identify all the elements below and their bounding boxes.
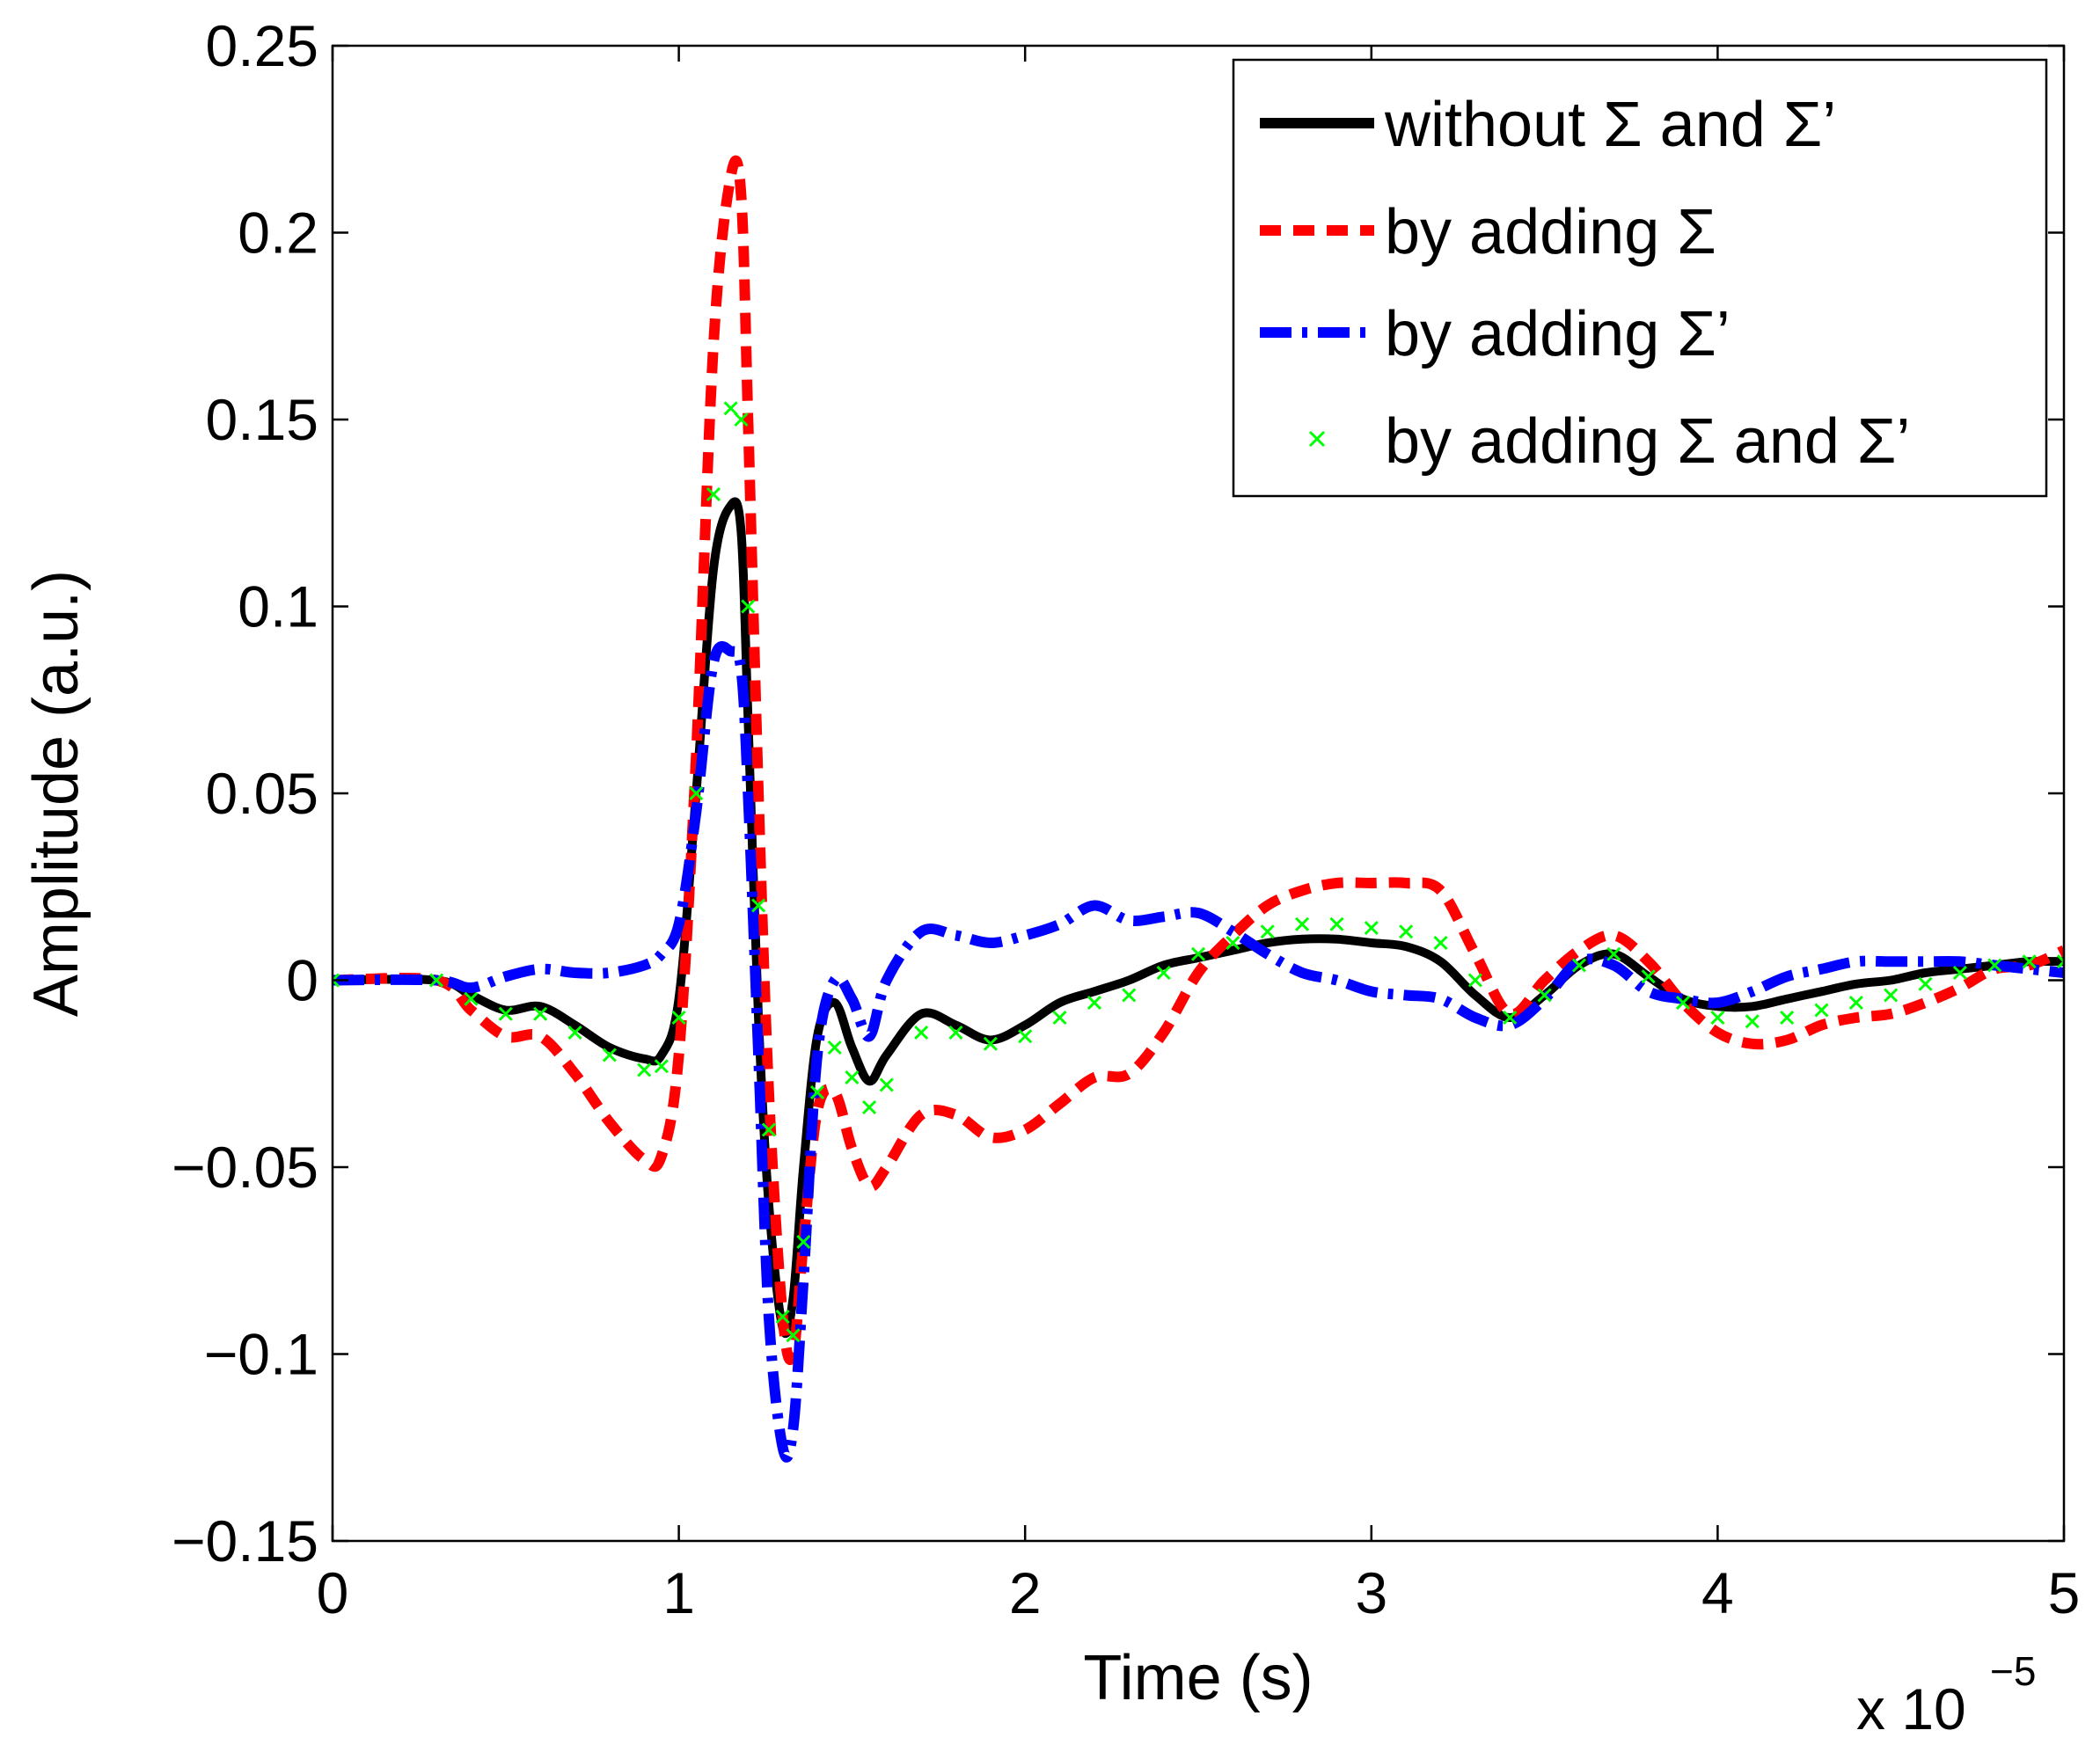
- series-3-by-adding-and-marker-33: [1190, 946, 1206, 961]
- series-3-by-adding-and-marker-51: [1814, 1003, 1829, 1018]
- series-3-by-adding-and-marker-14: [741, 599, 756, 614]
- series-3-by-adding-and-marker-46: [1641, 969, 1656, 984]
- y-tick-label-0: −0.15: [172, 1508, 318, 1573]
- legend-marker-both: [1308, 430, 1326, 448]
- series-3-by-adding-and-marker-26: [948, 1025, 963, 1040]
- ticks-layer: 0 1 2 3 4 5 −0.15 −0.1 −0.05 0 0.05 0.1 0.15 0.2 0.25: [172, 13, 2080, 1625]
- series-3-by-adding-and-marker-47: [1675, 995, 1691, 1011]
- x-tick-label-4: 4: [1701, 1560, 1734, 1625]
- x-axis-title: Time (s): [1083, 1643, 1313, 1713]
- series-3-by-adding-and-marker-12: [723, 401, 738, 416]
- series-3-by-adding-and-marker-53: [1884, 988, 1899, 1003]
- series-3-by-adding-and-marker-7: [637, 1062, 652, 1077]
- x-exponent-power: −5: [1990, 1648, 2036, 1694]
- series-3-by-adding-and-marker-52: [1848, 995, 1863, 1011]
- series-3-by-adding-and-marker-25: [914, 1025, 929, 1040]
- series-3-by-adding-and-marker-41: [1467, 973, 1482, 988]
- series-3-by-adding-and-marker-18: [786, 1328, 801, 1343]
- series-3-by-adding-and-marker-4: [533, 1006, 548, 1021]
- series-3-by-adding-and-marker-35: [1260, 924, 1275, 939]
- series-3-by-adding-and-marker-39: [1399, 924, 1414, 939]
- y-tick-label-6: 0.15: [206, 387, 318, 452]
- y-tick-label-4: 0.05: [206, 761, 318, 826]
- series-3-by-adding-and-marker-6: [602, 1048, 617, 1062]
- series-3-by-adding-and-marker-29: [1052, 1010, 1067, 1026]
- x-tick-label-1: 1: [662, 1560, 695, 1625]
- series-3-by-adding-and-marker-56: [1987, 958, 2002, 973]
- x-tick-label-2: 2: [1009, 1560, 1042, 1625]
- series-3-by-adding-and-marker-1: [429, 973, 444, 988]
- y-tick-label-2: −0.05: [172, 1135, 318, 1200]
- legend-label-both: by adding Σ and Σ’: [1385, 406, 1910, 477]
- series-3-by-adding-and-marker-43: [1537, 988, 1552, 1003]
- legend-box: [1232, 58, 2048, 498]
- x-tick-label-0: 0: [317, 1560, 349, 1625]
- series-3-by-adding-and-marker-50: [1780, 1010, 1795, 1026]
- series-3-by-adding-and-marker-11: [706, 486, 721, 502]
- series-3-by-adding-and-marker-45: [1606, 946, 1621, 961]
- series-3-by-adding-and-marker-13: [734, 412, 749, 427]
- series-3-by-adding-and-marker-58: [2056, 954, 2064, 969]
- series-3-by-adding-and-marker-10: [689, 785, 704, 801]
- legend-label-without: without Σ and Σ’: [1384, 90, 1836, 160]
- series-3-by-adding-and-marker-32: [1156, 965, 1171, 981]
- series-3-by-adding-and-marker-48: [1710, 1010, 1725, 1026]
- series-3-by-adding-and-marker-31: [1122, 988, 1137, 1003]
- series-3-by-adding-and-marker-55: [1952, 965, 1967, 981]
- series-3-by-adding-and-marker-2: [464, 991, 479, 1006]
- series-3-by-adding-and-marker-16: [761, 1122, 776, 1137]
- series-3-by-adding-and-marker-17: [775, 1309, 790, 1325]
- series-3-by-adding-and-marker-49: [1745, 1014, 1760, 1029]
- series-3-by-adding-and-marker-19: [796, 1234, 811, 1250]
- series-3-by-adding-and-marker-34: [1226, 935, 1240, 951]
- series-3-by-adding-and-marker-24: [879, 1077, 894, 1092]
- y-tick-label-7: 0.2: [238, 201, 318, 266]
- series-3-by-adding-and-marker-30: [1087, 995, 1101, 1011]
- x-tick-label-5: 5: [2048, 1560, 2081, 1625]
- series-3-by-adding-and-markers: [333, 401, 2064, 1343]
- series-3-by-adding-and-marker-36: [1295, 916, 1310, 931]
- series-3-by-adding-and-marker-40: [1433, 935, 1448, 951]
- legend: without Σ and Σ’ by adding Σ by adding Σ…: [1232, 58, 2048, 498]
- series-3-by-adding-and-marker-27: [983, 1036, 998, 1051]
- y-tick-label-1: −0.1: [204, 1322, 318, 1387]
- series-3-by-adding-and-marker-37: [1329, 916, 1344, 931]
- series-3-by-adding-and-marker-22: [845, 1070, 860, 1085]
- series-3-by-adding-and-marker-28: [1018, 1029, 1033, 1044]
- y-tick-label-3: 0: [286, 948, 318, 1013]
- x-tick-label-3: 3: [1355, 1560, 1387, 1625]
- series-3-by-adding-and-marker-15: [751, 898, 766, 913]
- series-3-by-adding-and-marker-57: [2022, 954, 2037, 969]
- x-exponent-label: x 10: [1856, 1676, 1966, 1741]
- series-3-by-adding-and-marker-42: [1503, 1010, 1518, 1026]
- legend-label-sigma: by adding Σ: [1385, 197, 1716, 267]
- legend-label-sigma-prime: by adding Σ’: [1385, 299, 1730, 369]
- series-3-by-adding-and-marker-3: [498, 1006, 513, 1021]
- series-3-by-adding-and-marker-8: [654, 1059, 669, 1074]
- series-3-by-adding-and-marker-20: [809, 1084, 825, 1100]
- series-2-by-adding-line: [333, 641, 2064, 1463]
- series-3-by-adding-and-marker-9: [671, 1010, 686, 1026]
- series-3-by-adding-and-marker-54: [1918, 976, 1933, 991]
- y-tick-label-5: 0.1: [238, 574, 318, 639]
- series-3-by-adding-and-marker-38: [1364, 920, 1379, 936]
- series-3-by-adding-and-marker-5: [567, 1025, 582, 1040]
- series-layer: [333, 155, 2064, 1463]
- y-tick-label-8: 0.25: [206, 13, 318, 78]
- series-3-by-adding-and-marker-21: [827, 1040, 842, 1055]
- series-0-without-and-line: [333, 497, 2064, 1339]
- series-3-by-adding-and-marker-44: [1571, 958, 1587, 973]
- series-3-by-adding-and-marker-0: [333, 973, 340, 988]
- y-axis-title: Amplitude (a.u.): [21, 570, 91, 1017]
- series-3-by-adding-and-marker-23: [862, 1099, 877, 1115]
